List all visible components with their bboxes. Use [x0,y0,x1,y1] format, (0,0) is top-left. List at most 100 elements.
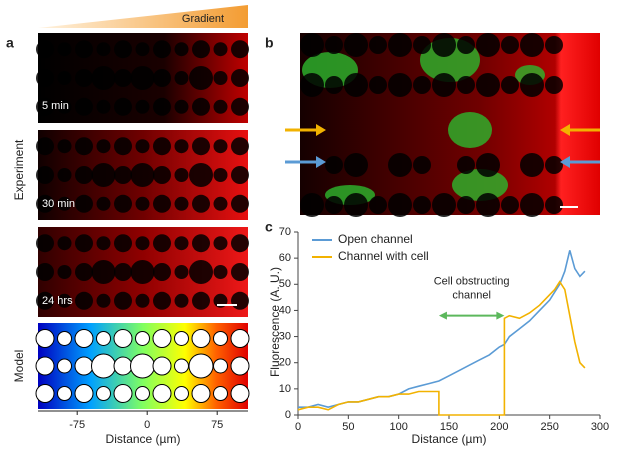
pillar [174,293,189,308]
pillar [174,71,189,85]
pillar [152,356,172,376]
pillar [36,40,54,59]
panel-label: c [265,219,273,235]
pillar [213,196,228,211]
y-tick-label: 10 [279,383,291,395]
y-axis-label: Fluorescence (A. U.) [268,267,282,377]
pillar [545,36,563,54]
pillar [174,386,189,402]
panel-label: b [265,35,274,51]
pillar [457,156,475,174]
pillar [91,66,116,90]
pillar [192,137,210,156]
pillar [457,76,475,94]
pillar [152,328,172,348]
pillar [36,166,54,184]
pillar [413,76,431,94]
pillar [388,33,412,57]
pillar [213,168,228,182]
pillar [114,291,132,310]
pillar [174,330,189,346]
pillar [189,163,213,187]
pillar [457,196,475,214]
pillar [413,36,431,54]
pillar [300,33,324,57]
y-tick-label: 0 [285,409,291,421]
pillar [369,196,387,214]
pillar [545,76,563,94]
line-series [297,280,586,416]
pillar [192,234,210,253]
pillar [476,33,500,57]
pillar [231,97,249,116]
pillar [213,71,228,85]
pillar [230,356,250,376]
pillar [520,193,544,217]
pillar [230,328,250,348]
pillar [188,353,214,379]
pillar [36,234,54,253]
pillar [91,353,116,379]
pillar [153,97,171,116]
pillar [75,137,93,156]
pillar [213,99,228,114]
pillar [520,33,544,57]
pillar [135,139,150,154]
pillar [57,386,72,402]
pillar [388,73,412,97]
pillar [36,69,54,87]
pillar [213,386,228,402]
y-tick-label: 20 [279,357,291,369]
pillar [192,97,210,116]
pillar [174,99,189,114]
pillar [114,69,132,87]
pillar [300,193,324,217]
pillar [135,386,150,402]
pillar [369,36,387,54]
arrow-head [496,311,505,320]
pillar [113,328,133,348]
pillar [174,196,189,211]
pillar [325,36,343,54]
x-tick-label: 150 [440,421,458,433]
pillar [57,168,72,182]
pillar [213,265,228,279]
pillar [192,291,210,310]
pillar [231,69,249,87]
pillar [75,69,93,87]
pillar [457,36,475,54]
pillar [153,291,171,310]
pillar [75,40,93,59]
pillar [413,156,431,174]
pillar [130,353,155,379]
x-tick-label: 50 [342,421,354,433]
pillar [231,194,249,213]
annotation-text: Cell obstructing [434,276,510,288]
x-tick-label: 0 [295,421,301,433]
x-axis-label: Distance (µm) [412,432,487,446]
pillar [135,99,150,114]
pillar [189,260,213,284]
gradient-label: Gradient [182,13,224,25]
pillar [432,193,456,217]
arrow-head [438,311,447,320]
x-tick-label: 0 [144,419,150,431]
pillar [153,263,171,281]
pillar [545,156,563,174]
pillar [213,330,228,346]
pillar [57,139,72,154]
x-axis-label: Distance (µm) [106,432,181,446]
pillar [325,196,343,214]
x-tick-label: 300 [591,421,609,433]
pillar [174,236,189,251]
pillar [344,193,368,217]
pillar [344,153,368,177]
panel-label: a [6,35,14,51]
pillar [91,260,116,284]
pillar [135,293,150,308]
pillar [113,384,133,404]
pillar [174,42,189,57]
legend-label: Channel with cell [338,249,429,263]
pillar [501,36,519,54]
pillar [192,40,210,59]
